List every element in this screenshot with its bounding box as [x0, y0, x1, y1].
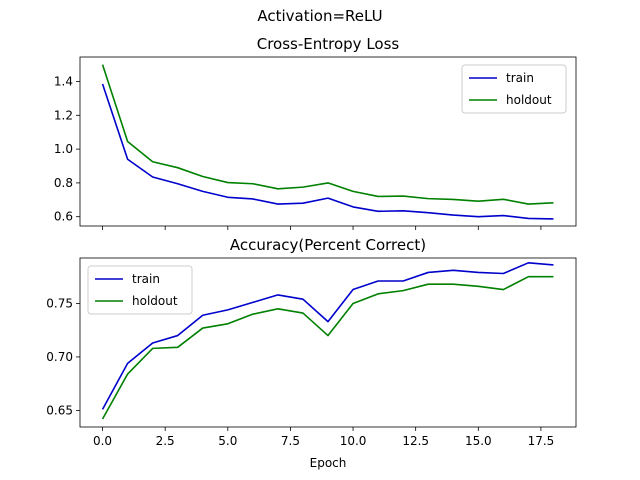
series-line-holdout — [101, 275, 554, 420]
chart-panels: Cross-Entropy Loss 0.6 0.8 1.0 1.2 1.4 train ho… — [46, 35, 577, 470]
legend-frame — [461, 64, 567, 114]
y-tick-label: 0.8 — [54, 176, 73, 190]
legend-frame — [87, 265, 193, 315]
x-tick-label: 15.0 — [465, 434, 492, 448]
x-tick-label: 12.5 — [402, 434, 429, 448]
y-tick-label: 0.65 — [46, 403, 73, 417]
axes-frame — [79, 257, 577, 428]
x-tick-label: 5.0 — [218, 434, 237, 448]
x-tick-label: 17.5 — [528, 434, 555, 448]
legend-label-train: train — [506, 71, 534, 85]
legend-label-train: train — [132, 272, 160, 286]
chart-panel-1: Cross-Entropy Loss 0.6 0.8 1.0 1.2 1.4 train ho… — [54, 35, 577, 230]
x-tick-label: 7.5 — [281, 434, 300, 448]
y-tick-label: 1.0 — [54, 142, 73, 156]
x-tick-label: 0.0 — [93, 434, 112, 448]
legend: train holdout — [461, 64, 567, 114]
legend-label-holdout: holdout — [506, 93, 552, 107]
x-tick-label: 2.5 — [156, 434, 175, 448]
y-tick-label: 0.75 — [46, 296, 73, 310]
legend-label-holdout: holdout — [132, 294, 178, 308]
chart-panel-2: Accuracy(Percent Correct) 0.65 0.70 0.75 0.0… — [46, 236, 577, 470]
figure-suptitle: Activation=ReLU — [257, 7, 382, 25]
y-tick-label: 1.4 — [54, 75, 73, 89]
chart-title: Accuracy(Percent Correct) — [230, 236, 426, 254]
y-tick-label: 0.6 — [54, 210, 73, 224]
legend: train holdout — [87, 265, 193, 315]
axes-frame — [79, 56, 577, 227]
chart-title: Cross-Entropy Loss — [257, 35, 400, 53]
x-tick-label: 10.0 — [340, 434, 367, 448]
y-tick-label: 0.70 — [46, 350, 73, 364]
series-line-holdout — [101, 64, 554, 205]
series-line-train — [101, 83, 554, 220]
y-tick-label: 1.2 — [54, 108, 73, 122]
x-axis-label: Epoch — [310, 456, 347, 470]
series-line-train — [101, 262, 554, 410]
